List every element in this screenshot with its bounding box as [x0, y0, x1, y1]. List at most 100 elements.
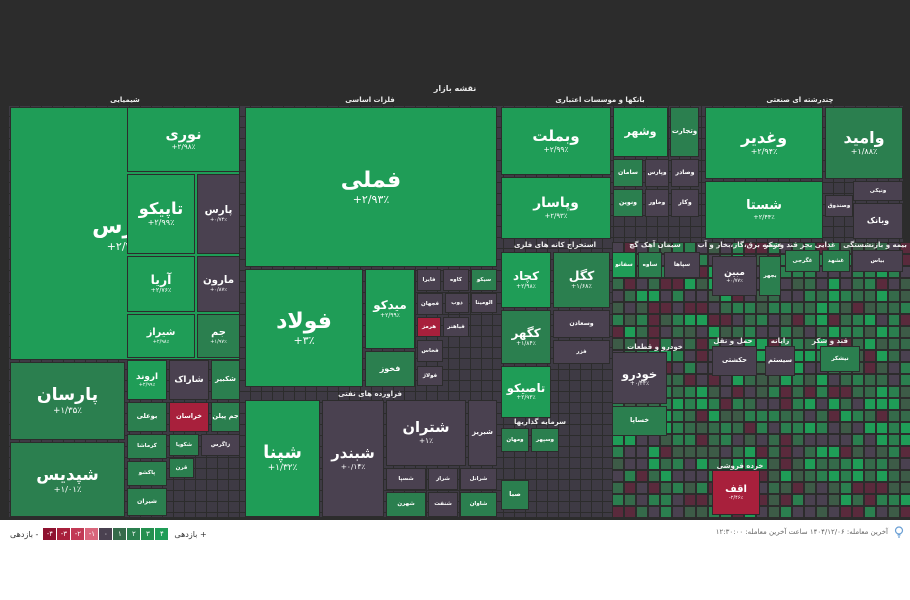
small-tile: [696, 290, 708, 302]
tile: فولاد +۳٪: [245, 269, 363, 387]
tile-name: وسعادن: [569, 320, 594, 328]
small-tile: [852, 386, 864, 398]
tile-name: شاوان: [469, 501, 488, 508]
tile-change: +۱/۸۴٪: [516, 340, 536, 348]
small-tile: [816, 314, 828, 326]
small-tile: [672, 386, 684, 398]
tile-change: +۲/۹۹٪: [138, 382, 156, 389]
tile: شپدیس +۱/۰۱٪: [10, 442, 125, 517]
small-tile: [756, 422, 768, 434]
small-tile: [828, 398, 840, 410]
small-tile: [696, 506, 708, 518]
tile: فجهان: [417, 293, 443, 315]
small-tile: [708, 398, 720, 410]
small-tile: [876, 278, 888, 290]
legend-swatch: -۱: [85, 528, 99, 540]
small-tile: [780, 410, 792, 422]
small-tile: [864, 446, 876, 458]
small-tile: [696, 398, 708, 410]
tile-name: شیران: [137, 498, 157, 506]
tile: غگرجی: [785, 250, 820, 272]
tile: سامان: [613, 159, 643, 187]
tile: سپاها: [664, 252, 700, 278]
tile: سفانو: [612, 252, 636, 278]
small-tile: [660, 494, 672, 506]
small-tile: [744, 398, 756, 410]
small-tile: [624, 314, 636, 326]
small-tile: [660, 446, 672, 458]
legend: بازدهی - -۴ -۳ -۲ -۱ ۰ ۱ ۲ ۳ ۴ بازدهی +: [10, 526, 207, 542]
tile-name: شسپا: [398, 475, 414, 482]
small-tile: [612, 470, 624, 482]
tile-name: پارس: [204, 205, 233, 217]
small-tile: [732, 458, 744, 470]
tile: خودرو +۰/۴۴٪: [612, 352, 667, 404]
tile-change: +۱/۰۱٪: [53, 484, 82, 495]
small-tile: [804, 278, 816, 290]
tile-change: +۲/۷۶٪: [150, 287, 172, 295]
small-tile: [732, 326, 744, 338]
small-tile: [804, 494, 816, 506]
small-tile: [840, 314, 852, 326]
small-tile: [720, 242, 732, 254]
small-tile: [900, 242, 910, 254]
small-tile: [720, 446, 732, 458]
small-tile: [744, 458, 756, 470]
small-tile: [756, 314, 768, 326]
tile: پارسان +۱/۳۵٪: [10, 362, 125, 440]
small-tile: [888, 362, 900, 374]
tile-name: اقف: [725, 483, 747, 495]
small-tile: [648, 278, 660, 290]
small-tile: [840, 482, 852, 494]
small-tile: [696, 422, 708, 434]
small-tile: [900, 494, 910, 506]
small-tile: [660, 506, 672, 518]
small-tile: [672, 434, 684, 446]
small-tile: [696, 434, 708, 446]
small-tile: [828, 494, 840, 506]
tile-name: ونوین: [618, 199, 638, 207]
small-tile: [900, 350, 910, 362]
small-tile: [696, 446, 708, 458]
sector-label: استخراج کانه های فلزی: [514, 241, 596, 249]
tile-name: ذوب: [451, 299, 463, 306]
small-tile: [624, 494, 636, 506]
small-tile: [732, 422, 744, 434]
small-tile: [636, 446, 648, 458]
tile-name: وغدیر: [740, 128, 788, 147]
small-tile: [756, 410, 768, 422]
small-tile: [672, 494, 684, 506]
small-tile: [780, 446, 792, 458]
small-tile: [636, 278, 648, 290]
small-tile: [852, 314, 864, 326]
small-tile: [684, 290, 696, 302]
small-tile: [684, 410, 696, 422]
legend-positive: بازدهی +: [174, 529, 207, 539]
small-tile: [864, 314, 876, 326]
small-tile: [804, 302, 816, 314]
map-title: نقشه بازار: [433, 84, 477, 93]
small-tile: [780, 398, 792, 410]
tile: غشهد: [822, 250, 850, 272]
tile: وکار: [671, 189, 699, 217]
tile-name: فایرا: [422, 276, 436, 283]
tile-name: وسپهر: [535, 436, 555, 443]
small-tile: [768, 506, 780, 518]
small-tile: [672, 278, 684, 290]
small-tile: [876, 314, 888, 326]
sector-label: رایانه: [770, 337, 790, 345]
small-tile: [900, 458, 910, 470]
small-tile: [840, 398, 852, 410]
small-tile: [696, 386, 708, 398]
tile-name: غگرجی: [792, 257, 813, 264]
tile-name: هرمز: [421, 323, 437, 330]
small-tile: [720, 398, 732, 410]
tile-name: ونیکی: [869, 187, 887, 194]
small-tile: [876, 398, 888, 410]
small-tile: [888, 470, 900, 482]
tile: نیشکر: [820, 346, 860, 372]
treemap: فارس +۲/۴۴٪ پارسان +۱/۳۵٪ شپدیس +۱/۰۱٪ نوری +۲/…: [8, 105, 910, 518]
small-tile: [672, 314, 684, 326]
small-tile: [768, 494, 780, 506]
small-tile: [756, 398, 768, 410]
